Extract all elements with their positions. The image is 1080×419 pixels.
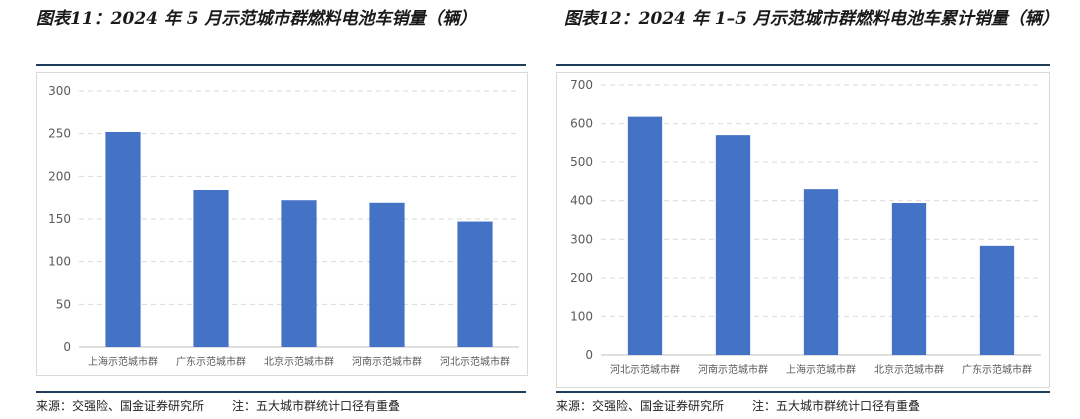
x-tick-label: 河北示范城市群 — [610, 363, 680, 376]
x-tick-label: 广东示范城市群 — [176, 355, 246, 368]
note-text: 注：五大城市群统计口径有重叠 — [232, 399, 401, 413]
y-tick-label: 100 — [48, 255, 71, 269]
y-tick-label: 250 — [48, 127, 71, 141]
source-rule — [556, 391, 1050, 393]
chart-frame: 0 50 100 150 200 250 300 上海示范城市群 广东示范城市群 北京示范城市群 河… — [36, 72, 528, 376]
y-tick-label: 0 — [63, 340, 71, 354]
bar — [627, 116, 663, 355]
chart-frame: 0 100 200 300 400 500 600 700 河北示范城市群 河南示范城市群 上海示范… — [556, 72, 1050, 388]
bar — [715, 135, 751, 355]
y-tick-label: 300 — [48, 84, 71, 98]
y-tick-label: 100 — [570, 309, 593, 323]
bar — [803, 189, 839, 355]
bar — [979, 245, 1015, 355]
y-tick-label: 600 — [570, 117, 593, 131]
source-text: 来源：交强险、国金证券研究所 — [36, 399, 205, 413]
source-line: 来源：交强险、国金证券研究所 注：五大城市群统计口径有重叠 — [556, 397, 920, 414]
y-tick-label: 700 — [570, 78, 593, 92]
y-tick-label: 200 — [48, 169, 71, 183]
bar-chart: 0 50 100 150 200 250 300 上海示范城市群 广东示范城市群 北京示范城市群 河… — [48, 84, 519, 368]
source-text: 来源：交强险、国金证券研究所 — [556, 399, 725, 413]
bar — [369, 202, 405, 347]
x-tick-label: 河南示范城市群 — [352, 355, 422, 368]
note-text: 注：五大城市群统计口径有重叠 — [752, 399, 921, 413]
x-tick-label: 上海示范城市群 — [786, 363, 856, 376]
source-line: 来源：交强险、国金证券研究所 注：五大城市群统计口径有重叠 — [36, 397, 400, 414]
bar — [193, 189, 229, 347]
y-tick-label: 150 — [48, 212, 71, 226]
title-rule — [36, 64, 526, 66]
x-tick-label: 河北示范城市群 — [440, 355, 510, 368]
chart-panel-left: 图表11：2024 年 5 月示范城市群燃料电池车销量（辆） 0 50 100 150… — [0, 0, 530, 419]
bar — [457, 221, 493, 347]
x-tick-label: 上海示范城市群 — [88, 355, 158, 368]
bar-chart: 0 100 200 300 400 500 600 700 河北示范城市群 河南示范城市群 上海示范… — [570, 78, 1041, 376]
x-tick-label: 广东示范城市群 — [962, 363, 1032, 376]
y-tick-label: 400 — [570, 194, 593, 208]
bar — [105, 131, 141, 347]
y-tick-label: 0 — [585, 348, 593, 362]
bar — [281, 200, 317, 347]
chart-title: 图表11：2024 年 5 月示范城市群燃料电池车销量（辆） — [36, 9, 477, 29]
x-tick-label: 北京示范城市群 — [874, 363, 944, 376]
x-tick-label: 河南示范城市群 — [698, 363, 768, 376]
x-tick-label: 北京示范城市群 — [264, 355, 334, 368]
title-rule — [556, 64, 1050, 66]
chart-panel-right: 图表12：2024 年 1–5 月示范城市群燃料电池车累计销量（辆） 0 100 2… — [550, 0, 1080, 419]
y-tick-label: 300 — [570, 232, 593, 246]
y-tick-label: 50 — [56, 297, 71, 311]
y-tick-label: 200 — [570, 271, 593, 285]
source-rule — [36, 391, 526, 393]
y-tick-label: 500 — [570, 155, 593, 169]
bar — [891, 203, 927, 355]
chart-title: 图表12：2024 年 1–5 月示范城市群燃料电池车累计销量（辆） — [564, 9, 1059, 29]
